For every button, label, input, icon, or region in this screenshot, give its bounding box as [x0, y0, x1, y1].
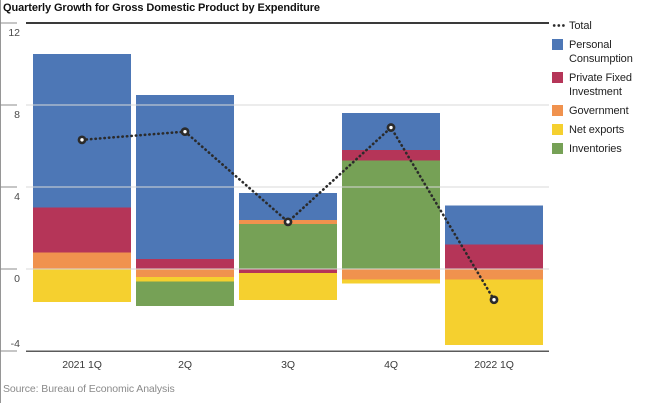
bar-segment — [342, 279, 440, 284]
total-marker-center — [80, 138, 84, 142]
legend-swatch-icon — [552, 72, 563, 83]
left-frame-line — [0, 0, 1, 403]
legend-label: Inventories — [569, 143, 622, 155]
legend-item-private-fixed-investment: Private Fixed Investment — [552, 71, 645, 99]
total-marker-center — [389, 125, 393, 130]
legend-swatch-icon — [552, 105, 563, 116]
legend-label: Personal Consumption — [569, 39, 633, 65]
legend-label: Net exports — [569, 124, 625, 136]
legend-item-net-exports: Net exports — [552, 123, 645, 137]
bar-segment — [239, 269, 337, 274]
legend-item-inventories: Inventories — [552, 142, 645, 156]
legend-item-personal-consumption: Personal Consumption — [552, 38, 645, 66]
bar-segment — [33, 269, 131, 302]
bar-segment — [342, 269, 440, 280]
y-tick-label: -4 — [11, 338, 20, 350]
bar-segment — [445, 279, 543, 345]
legend-label: Government — [569, 105, 629, 117]
bar-segment — [342, 150, 440, 161]
y-tick-label: 8 — [14, 109, 20, 121]
y-tick-label: 0 — [14, 273, 20, 285]
source-note: Source: Bureau of Economic Analysis — [3, 383, 175, 395]
bar-segment — [445, 244, 543, 269]
bar-segment — [445, 205, 543, 245]
bar-segment — [33, 207, 131, 253]
bar-segment — [239, 273, 337, 300]
x-tick-label: 3Q — [281, 359, 295, 371]
total-line — [80, 126, 496, 302]
legend-label: Total — [569, 20, 592, 32]
bar-segment — [239, 223, 337, 269]
y-tick-label: 12 — [8, 27, 20, 39]
bar-segment — [239, 193, 337, 220]
bar-segment — [33, 53, 131, 208]
x-tick-label: 4Q — [384, 359, 398, 371]
legend-swatch-icon — [552, 39, 563, 50]
bar-segment — [136, 94, 234, 259]
y-tick-label: 4 — [14, 191, 20, 203]
bar-segment — [342, 160, 440, 269]
chart-title: Quarterly Growth for Gross Domestic Prod… — [3, 2, 320, 14]
bar-segment — [445, 269, 543, 280]
legend-item-government: Government — [552, 104, 645, 118]
legend-label: Private Fixed Investment — [569, 72, 632, 98]
total-marker-center — [492, 298, 496, 302]
legend-item-total: Total — [552, 19, 645, 33]
bar-segment — [33, 252, 131, 269]
bar-segment — [136, 281, 234, 306]
bar-segment — [136, 269, 234, 278]
x-tick-label: 2Q — [178, 359, 192, 371]
legend-swatch-icon — [552, 143, 563, 154]
legend: Total Personal Consumption Private Fixed I… — [552, 19, 645, 156]
total-marker-center — [183, 129, 187, 134]
bar-segment — [136, 277, 234, 282]
x-tick-label: 2021 1Q — [62, 359, 102, 371]
dotted-line-icon — [552, 24, 565, 27]
total-marker-center — [286, 220, 290, 224]
x-tick-label: 2022 1Q — [474, 359, 514, 371]
legend-swatch-icon — [552, 124, 563, 135]
bar-segment — [136, 258, 234, 269]
